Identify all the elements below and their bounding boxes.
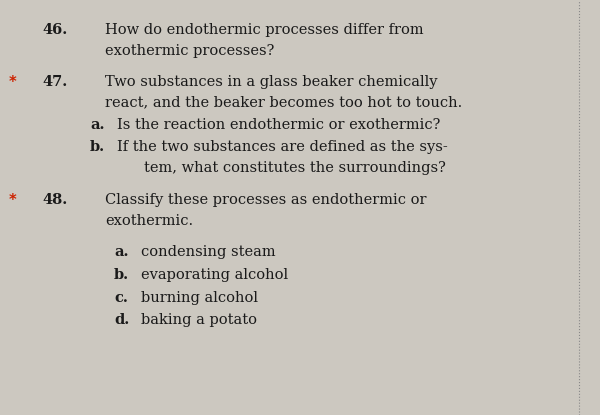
Text: baking a potato: baking a potato [141,313,257,327]
Text: Is the reaction endothermic or exothermic?: Is the reaction endothermic or exothermi… [117,118,440,132]
Text: Classify these processes as endothermic or: Classify these processes as endothermic … [105,193,427,207]
Text: How do endothermic processes differ from: How do endothermic processes differ from [105,23,424,37]
Text: 48.: 48. [42,193,67,207]
Text: c.: c. [114,290,128,305]
Text: a.: a. [90,118,104,132]
Text: exothermic.: exothermic. [105,214,193,228]
Text: *: * [9,75,17,90]
Text: d.: d. [114,313,129,327]
Text: b.: b. [114,268,129,282]
Text: a.: a. [114,245,128,259]
Text: *: * [9,193,17,208]
Text: burning alcohol: burning alcohol [141,290,258,305]
Text: evaporating alcohol: evaporating alcohol [141,268,288,282]
Text: Two substances in a glass beaker chemically: Two substances in a glass beaker chemica… [105,75,437,89]
Text: tem, what constitutes the surroundings?: tem, what constitutes the surroundings? [144,161,446,175]
Text: react, and the beaker becomes too hot to touch.: react, and the beaker becomes too hot to… [105,95,462,110]
Text: b.: b. [90,140,105,154]
Text: If the two substances are defined as the sys-: If the two substances are defined as the… [117,140,448,154]
Text: 46.: 46. [42,23,67,37]
Text: condensing steam: condensing steam [141,245,275,259]
Text: 47.: 47. [42,75,67,89]
Text: exothermic processes?: exothermic processes? [105,44,274,58]
